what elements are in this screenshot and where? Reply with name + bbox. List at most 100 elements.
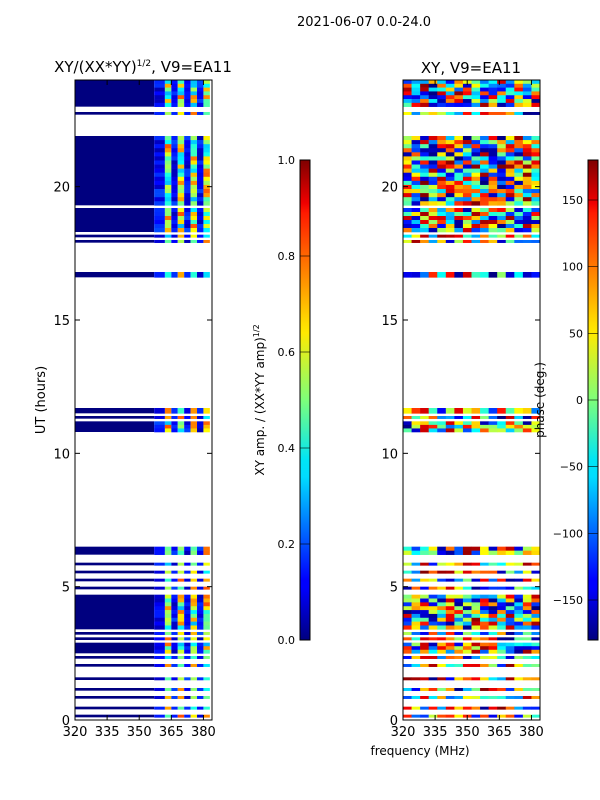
heatmap-cell — [471, 168, 481, 174]
heatmap-cell — [203, 272, 210, 278]
heatmap-cell — [164, 212, 172, 217]
heatmap-cell — [197, 562, 204, 566]
heatmap-cell — [437, 562, 447, 566]
heatmap-cell — [454, 416, 464, 419]
heatmap-cell — [184, 677, 191, 681]
heatmap-cell — [445, 220, 455, 225]
heatmap-cell — [403, 180, 412, 186]
heatmap-cell — [184, 172, 191, 178]
heatmap-cell — [411, 184, 421, 190]
x-tick-label: 365 — [159, 725, 184, 740]
heatmap-cell — [403, 416, 412, 419]
heatmap-cell — [505, 416, 515, 419]
heatmap-cell — [411, 598, 421, 603]
heatmap-cell — [531, 656, 540, 659]
heatmap-cell — [428, 234, 438, 238]
heatmap-cell — [177, 642, 185, 647]
heatmap-cell — [197, 272, 204, 278]
heatmap-cell — [462, 416, 472, 419]
heatmap-cell — [428, 642, 438, 647]
heatmap-cell — [184, 208, 191, 213]
heatmap-cell — [522, 234, 532, 238]
heatmap-cell — [471, 156, 481, 161]
heatmap-cell — [177, 421, 185, 426]
heatmap-cell — [531, 546, 540, 551]
heatmap-cell — [454, 136, 464, 141]
heatmap-cell — [514, 272, 524, 278]
heatmap-cell — [462, 144, 472, 149]
heatmap-cell — [203, 664, 210, 667]
heatmap-cell — [514, 156, 524, 161]
heatmap-cell — [471, 617, 481, 622]
heatmap-cell — [454, 201, 464, 206]
heatmap-cell — [154, 550, 165, 555]
heatmap-cell — [531, 416, 540, 419]
heatmap-cell — [437, 168, 447, 174]
heatmap-cell — [497, 598, 507, 603]
heatmap-cell — [190, 428, 198, 433]
heatmap-cell — [531, 197, 540, 202]
heatmap-cell — [177, 216, 185, 221]
heatmap-cell — [171, 140, 178, 145]
heatmap-cell — [154, 140, 165, 145]
heatmap-cell — [190, 160, 198, 165]
heatmap-cell — [514, 152, 524, 157]
heatmap-cell — [454, 677, 464, 681]
heatmap-cell — [197, 184, 204, 190]
heatmap-cell — [488, 228, 498, 233]
heatmap-cell — [505, 664, 515, 667]
heatmap-cell — [437, 102, 447, 107]
heatmap-cell — [411, 546, 421, 551]
heatmap-cell — [471, 208, 481, 213]
heatmap-cell — [505, 216, 515, 221]
heatmap-cell — [403, 83, 412, 88]
heatmap-cell — [488, 272, 498, 278]
heatmap-cell — [531, 180, 540, 186]
heatmap-cell — [505, 140, 515, 145]
heatmap-cell — [454, 578, 464, 582]
heatmap-cell — [403, 80, 412, 85]
heatmap-band — [75, 586, 155, 590]
heatmap-cell — [437, 428, 447, 433]
heatmap-cell — [171, 570, 178, 574]
heatmap-cell — [471, 136, 481, 141]
heatmap-cell — [488, 637, 498, 641]
heatmap-cell — [445, 586, 455, 590]
heatmap-cell — [420, 706, 429, 710]
heatmap-cell — [505, 172, 515, 178]
heatmap-cell — [531, 136, 540, 141]
heatmap-cell — [488, 140, 498, 145]
heatmap-band — [75, 677, 155, 680]
heatmap-cell — [514, 428, 524, 433]
heatmap-cell — [403, 212, 412, 217]
heatmap-cell — [454, 428, 464, 433]
heatmap-cell — [437, 180, 447, 186]
heatmap-cell — [471, 201, 481, 206]
heatmap-cell — [411, 570, 421, 574]
heatmap-cell — [420, 416, 429, 419]
heatmap-cell — [177, 112, 185, 115]
heatmap-cell — [497, 606, 507, 611]
heatmap-cell — [522, 144, 532, 149]
heatmap-cell — [190, 228, 198, 233]
amplitude-ratio-panel: XY/(XX*YY)1/2, V9=EA11 320 335 350 365 380 0… — [34, 58, 232, 740]
heatmap-cell — [488, 212, 498, 217]
heatmap-cell — [428, 197, 438, 202]
heatmap-cell — [454, 664, 464, 667]
heatmap-cell — [154, 148, 165, 153]
heatmap-cell — [164, 424, 172, 429]
heatmap-cell — [437, 656, 447, 659]
heatmap-cell — [522, 714, 532, 718]
heatmap-cell — [171, 646, 178, 651]
heatmap-cell — [177, 83, 185, 88]
heatmap-cell — [197, 621, 204, 626]
heatmap-cell — [171, 184, 178, 190]
heatmap-cell — [531, 602, 540, 607]
heatmap-cell — [437, 632, 447, 635]
heatmap-cell — [190, 83, 198, 88]
heatmap-cell — [437, 99, 447, 104]
heatmap-cell — [480, 228, 489, 233]
heatmap-cell — [497, 578, 507, 582]
heatmap-cell — [203, 220, 210, 225]
